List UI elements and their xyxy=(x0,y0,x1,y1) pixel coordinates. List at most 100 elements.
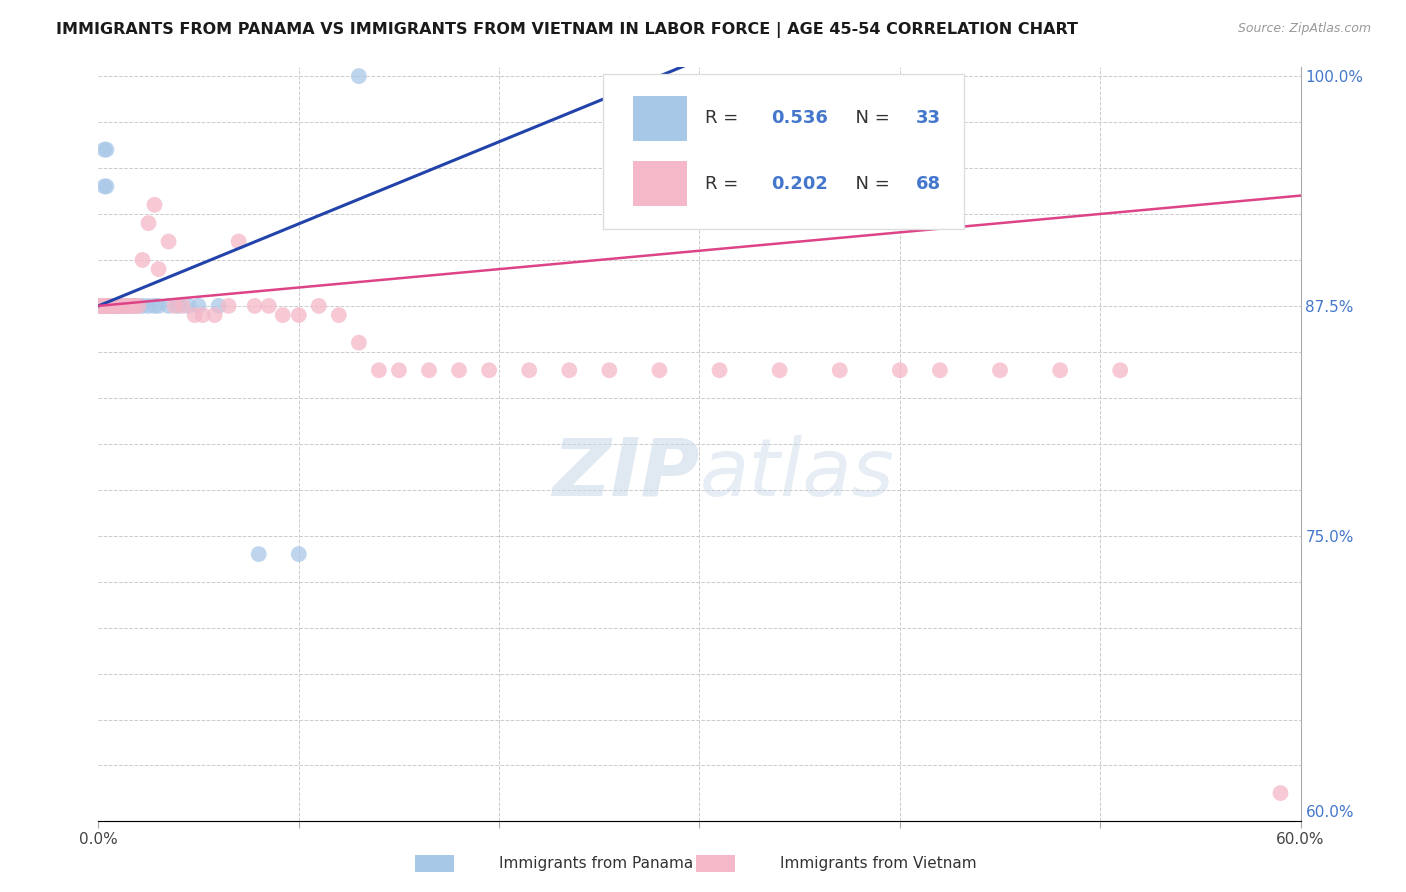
Point xyxy=(347,69,370,83)
Point xyxy=(131,299,153,313)
Point xyxy=(143,198,166,212)
Point xyxy=(93,299,115,313)
Point xyxy=(929,363,952,377)
Text: 68: 68 xyxy=(915,175,941,193)
Point xyxy=(97,299,120,313)
Point xyxy=(368,363,391,377)
Text: IMMIGRANTS FROM PANAMA VS IMMIGRANTS FROM VIETNAM IN LABOR FORCE | AGE 45-54 COR: IMMIGRANTS FROM PANAMA VS IMMIGRANTS FRO… xyxy=(56,22,1078,38)
Point xyxy=(103,299,125,313)
Point xyxy=(91,299,114,313)
Point xyxy=(709,363,731,377)
Point xyxy=(103,299,125,313)
Point xyxy=(768,363,790,377)
Point xyxy=(288,547,311,561)
Point xyxy=(89,299,111,313)
Point xyxy=(120,299,142,313)
Point xyxy=(89,299,111,313)
Point xyxy=(107,299,129,313)
Point xyxy=(121,299,143,313)
Point xyxy=(988,363,1011,377)
Text: Immigrants from Vietnam: Immigrants from Vietnam xyxy=(780,856,977,871)
Bar xyxy=(633,161,688,206)
Point xyxy=(648,363,671,377)
Point xyxy=(183,308,205,322)
Text: Immigrants from Panama: Immigrants from Panama xyxy=(499,856,693,871)
Point xyxy=(93,179,115,194)
Point xyxy=(1049,363,1071,377)
Point xyxy=(418,363,440,377)
Point xyxy=(114,299,136,313)
Point xyxy=(100,299,122,313)
Point xyxy=(105,299,128,313)
Text: R =: R = xyxy=(706,175,745,193)
Point xyxy=(257,299,280,313)
Point xyxy=(115,299,138,313)
Point xyxy=(138,299,160,313)
Point xyxy=(447,363,470,377)
Point xyxy=(598,363,620,377)
Point xyxy=(111,299,134,313)
Text: Source: ZipAtlas.com: Source: ZipAtlas.com xyxy=(1237,22,1371,36)
Point xyxy=(117,299,139,313)
Point xyxy=(177,299,200,313)
Point xyxy=(167,299,190,313)
Point xyxy=(148,299,170,313)
Point xyxy=(828,363,851,377)
Point xyxy=(96,143,118,157)
Text: 0.536: 0.536 xyxy=(772,109,828,128)
Point xyxy=(143,299,166,313)
Point xyxy=(93,143,115,157)
Point xyxy=(328,308,350,322)
Point xyxy=(100,299,122,313)
Point xyxy=(157,235,180,249)
Point xyxy=(103,299,125,313)
Point xyxy=(157,299,180,313)
Point xyxy=(110,299,132,313)
Text: N =: N = xyxy=(844,109,896,128)
Bar xyxy=(633,95,688,141)
Point xyxy=(218,299,240,313)
Point xyxy=(124,299,146,313)
Point xyxy=(100,299,122,313)
Point xyxy=(148,262,170,277)
Point xyxy=(89,299,111,313)
Point xyxy=(96,299,118,313)
Point xyxy=(163,299,186,313)
Point xyxy=(172,299,194,313)
Point xyxy=(91,299,114,313)
Point xyxy=(271,308,294,322)
Point xyxy=(101,299,124,313)
Point xyxy=(107,299,129,313)
Point xyxy=(517,363,540,377)
Point xyxy=(115,299,138,313)
Text: 0.202: 0.202 xyxy=(772,175,828,193)
Point xyxy=(187,299,209,313)
Text: 33: 33 xyxy=(915,109,941,128)
Point xyxy=(93,299,115,313)
Text: N =: N = xyxy=(844,175,896,193)
Point xyxy=(208,299,231,313)
Point xyxy=(97,299,120,313)
Point xyxy=(97,299,120,313)
Point xyxy=(243,299,266,313)
Point xyxy=(388,363,411,377)
Point xyxy=(120,299,142,313)
Point xyxy=(96,299,118,313)
Point xyxy=(347,335,370,350)
FancyBboxPatch shape xyxy=(603,74,965,229)
Point xyxy=(101,299,124,313)
Point xyxy=(101,299,124,313)
Point xyxy=(110,299,132,313)
Point xyxy=(558,363,581,377)
Text: ZIP: ZIP xyxy=(553,435,699,513)
Text: R =: R = xyxy=(706,109,745,128)
Point xyxy=(128,299,150,313)
Point xyxy=(191,308,214,322)
Point xyxy=(97,299,120,313)
Point xyxy=(228,235,250,249)
Point xyxy=(105,299,128,313)
Point xyxy=(100,299,122,313)
Point xyxy=(101,299,124,313)
Point xyxy=(308,299,330,313)
Point xyxy=(107,299,129,313)
